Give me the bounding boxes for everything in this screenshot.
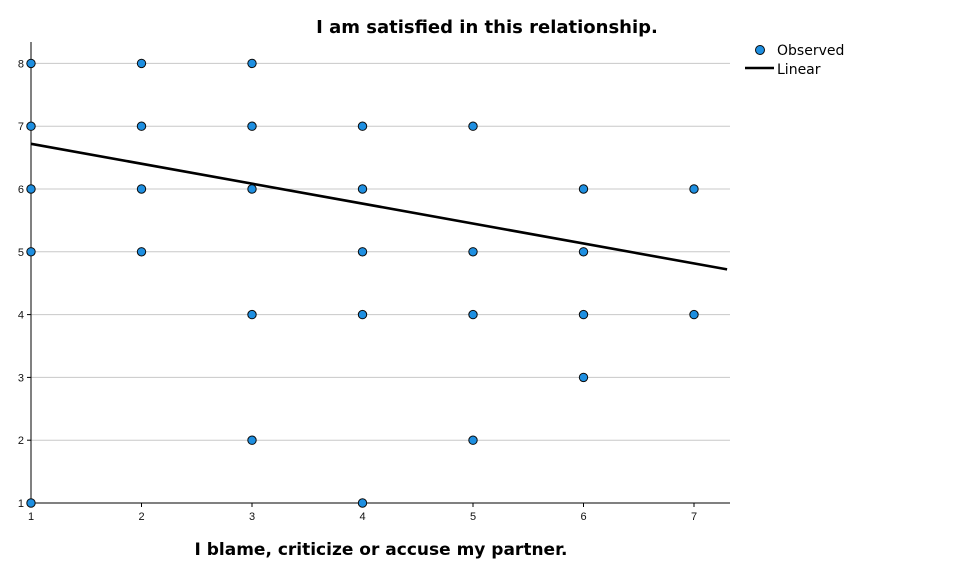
observed-point — [26, 184, 36, 194]
observed-point — [468, 121, 478, 131]
legend-observed-marker — [755, 45, 765, 55]
observed-point — [26, 121, 36, 131]
observed-point — [357, 184, 368, 194]
linear-fit-line — [30, 142, 728, 271]
observed-point — [247, 435, 257, 445]
data-points — [26, 58, 699, 508]
x-tick-label: 6 — [580, 511, 586, 523]
y-tick-label: 3 — [18, 372, 24, 384]
observed-point — [689, 309, 699, 320]
x-tick-label: 1 — [28, 511, 34, 523]
observed-point — [26, 498, 36, 508]
legend-observed-label: Observed — [777, 43, 844, 59]
y-tick-label: 5 — [18, 247, 24, 259]
y-tick-label: 8 — [18, 58, 24, 70]
tick-labels: 1 2 3 4 5 6 7 8 1 2 3 4 5 6 7 — [18, 58, 697, 523]
y-tick-label: 6 — [18, 184, 24, 196]
observed-point — [468, 247, 478, 257]
observed-point — [357, 121, 368, 131]
observed-point — [26, 247, 36, 257]
y-tick-label: 4 — [18, 310, 24, 322]
observed-point — [357, 309, 368, 320]
y-tick-label: 2 — [18, 435, 24, 447]
observed-point — [26, 58, 36, 69]
axes — [27, 42, 730, 507]
observed-point — [357, 247, 368, 257]
x-tick-label: 5 — [470, 511, 476, 523]
y-tick-label: 1 — [18, 498, 24, 510]
x-tick-label: 7 — [691, 511, 697, 523]
x-axis-title: I blame, criticize or accuse my partner. — [194, 540, 567, 560]
observed-point — [136, 121, 147, 131]
observed-point — [578, 247, 589, 257]
observed-point — [689, 184, 699, 194]
observed-point — [136, 184, 147, 194]
observed-point — [247, 121, 257, 131]
x-tick-label: 3 — [249, 511, 255, 523]
observed-point — [578, 372, 589, 383]
observed-point — [468, 309, 478, 320]
legend: Observed Linear — [745, 43, 844, 78]
observed-point — [578, 184, 589, 194]
y-tick-label: 7 — [18, 121, 24, 133]
gridlines — [31, 62, 730, 504]
observed-point — [247, 309, 257, 320]
fit-line-layer — [30, 142, 728, 271]
observed-point — [247, 58, 257, 69]
observed-point — [578, 309, 589, 320]
observed-point — [136, 247, 147, 257]
observed-point — [247, 184, 257, 194]
x-tick-label: 4 — [359, 511, 365, 523]
chart-title: I am satisfied in this relationship. — [316, 17, 658, 38]
x-tick-label: 2 — [138, 511, 144, 523]
legend-linear-label: Linear — [777, 62, 821, 78]
observed-point — [468, 435, 478, 445]
observed-point — [357, 498, 368, 508]
observed-point — [136, 58, 147, 69]
